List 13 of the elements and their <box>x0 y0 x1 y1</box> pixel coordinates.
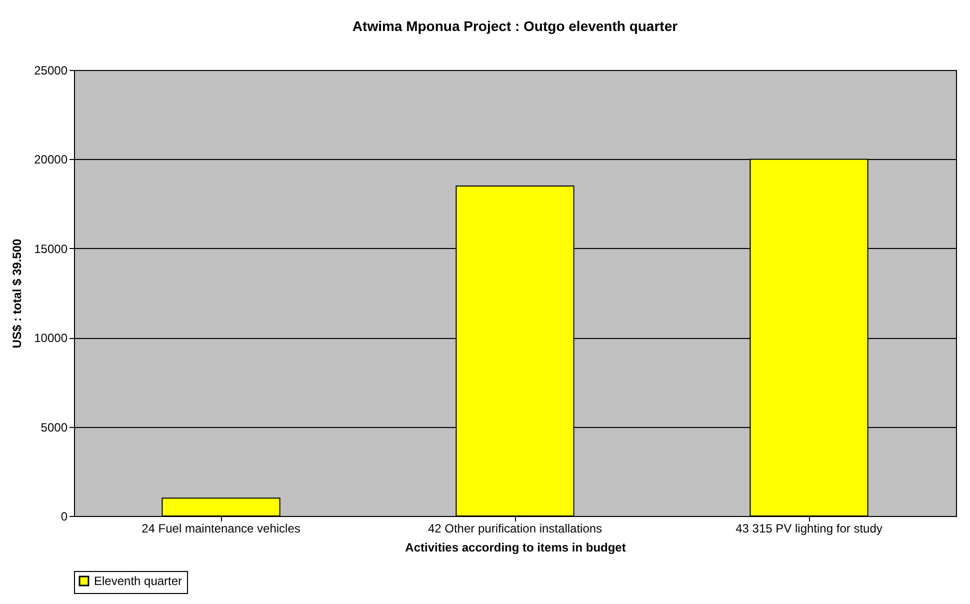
y-tick-label: 5000 <box>40 420 68 434</box>
x-tick-label: 24 Fuel maintenance vehicles <box>142 522 300 536</box>
y-tick-label: 25000 <box>34 64 68 78</box>
chart-title: Atwima Mponua Project : Outgo eleventh quarter <box>352 18 678 34</box>
x-tick-label: 43 315 PV lighting for study <box>736 522 882 536</box>
y-tick-label: 10000 <box>34 331 68 346</box>
legend-label: Eleventh quarter <box>94 574 182 588</box>
y-tick-label: 15000 <box>34 242 68 256</box>
y-tick-label: 0 <box>60 510 68 524</box>
y-tick-label: 20000 <box>34 152 68 167</box>
y-axis-title: US$ : total $ 39.500 <box>10 238 24 348</box>
x-tick-label: 42 Other purification installations <box>428 522 602 536</box>
x-axis-title: Activities according to items in budget <box>405 540 626 554</box>
